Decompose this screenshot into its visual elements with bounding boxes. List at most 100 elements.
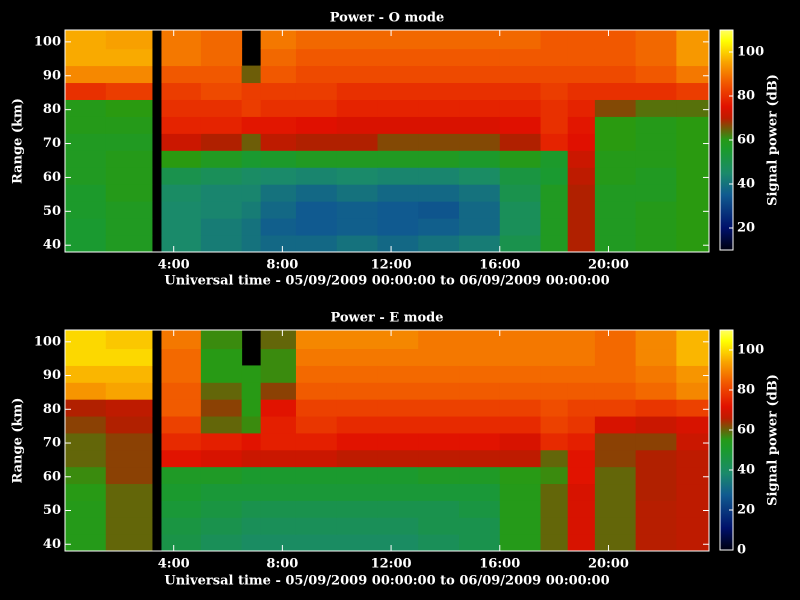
heatmap-cell bbox=[676, 167, 709, 185]
plot-frame bbox=[64, 329, 710, 552]
heatmap-cell bbox=[241, 116, 262, 134]
heatmap-cell bbox=[459, 150, 501, 168]
heatmap-cell bbox=[377, 348, 419, 366]
heatmap-cell bbox=[105, 99, 153, 117]
heatmap-cell bbox=[459, 167, 501, 185]
heatmap-cell bbox=[200, 365, 243, 383]
heatmap-cell bbox=[540, 99, 569, 117]
heatmap-cell bbox=[377, 416, 419, 434]
heatmap-cell bbox=[499, 48, 542, 67]
heatmap-cell bbox=[295, 382, 338, 400]
heatmap-cell bbox=[336, 500, 378, 518]
heatmap-cell bbox=[540, 133, 569, 151]
heatmap-cell bbox=[65, 382, 107, 400]
heatmap-cell bbox=[260, 167, 297, 185]
heatmap-cell bbox=[260, 348, 297, 366]
heatmap-cell bbox=[260, 449, 297, 468]
heatmap-cell bbox=[161, 416, 202, 434]
heatmap-cell bbox=[241, 534, 262, 551]
heatmap-cell bbox=[161, 82, 202, 100]
heatmap-cell bbox=[241, 517, 262, 535]
heatmap-cell bbox=[295, 483, 338, 501]
heatmap-cell bbox=[260, 466, 297, 485]
heatmap-cell bbox=[377, 65, 419, 84]
heatmap-cell bbox=[635, 116, 677, 134]
heatmap-cell bbox=[295, 218, 338, 236]
heatmap-cell bbox=[295, 133, 338, 151]
heatmap-cell bbox=[635, 48, 677, 67]
colorbar-tick-label: 40 bbox=[737, 177, 755, 192]
heatmap-cell bbox=[241, 82, 262, 100]
heatmap-cell bbox=[594, 449, 637, 468]
heatmap-cell bbox=[377, 500, 419, 518]
heatmap-cell bbox=[295, 330, 338, 350]
heatmap-cell bbox=[594, 133, 637, 151]
heatmap-cell bbox=[260, 30, 297, 50]
heatmap-cell bbox=[540, 399, 569, 417]
heatmap-cell bbox=[65, 201, 107, 219]
heatmap-cell bbox=[241, 201, 262, 219]
heatmap-cell bbox=[200, 449, 243, 468]
heatmap-cell bbox=[295, 65, 338, 84]
heatmap-cell bbox=[459, 534, 501, 551]
heatmap-cell bbox=[105, 201, 153, 219]
heatmap-cell bbox=[295, 82, 338, 100]
heatmap-cell bbox=[295, 150, 338, 168]
heatmap-cell bbox=[540, 330, 569, 350]
heatmap-cell bbox=[676, 133, 709, 151]
heatmap-cell bbox=[65, 65, 107, 84]
heatmap-cell bbox=[540, 432, 569, 451]
heatmap-cell bbox=[377, 30, 419, 50]
heatmap-cell bbox=[336, 348, 378, 366]
heatmap-cell bbox=[676, 382, 709, 400]
heatmap-cell bbox=[241, 150, 262, 168]
heatmap-cell bbox=[105, 184, 153, 202]
heatmap-cell bbox=[65, 330, 107, 350]
colorbar-tick-label: 20 bbox=[737, 221, 755, 236]
heatmap-cell bbox=[594, 382, 637, 400]
y-tick-label: 50 bbox=[43, 204, 61, 219]
heatmap-cell bbox=[377, 218, 419, 236]
y-tick-label: 80 bbox=[43, 402, 61, 417]
heatmap-cell bbox=[676, 65, 709, 84]
heatmap-cell bbox=[161, 184, 202, 202]
heatmap-cell bbox=[295, 99, 338, 117]
heatmap-cell bbox=[295, 449, 338, 468]
heatmap-cell bbox=[377, 82, 419, 100]
heatmap-cell bbox=[459, 365, 501, 383]
heatmap-cell bbox=[200, 116, 243, 134]
heatmap-cell bbox=[635, 432, 677, 451]
heatmap-cell bbox=[418, 167, 460, 185]
heatmap-cell bbox=[459, 432, 501, 451]
heatmap-cell bbox=[459, 133, 501, 151]
heatmap-cell bbox=[200, 416, 243, 434]
y-tick-label: 40 bbox=[43, 537, 61, 552]
heatmap-cell bbox=[241, 133, 262, 151]
heatmap-cells bbox=[65, 30, 709, 252]
heatmap-cell bbox=[260, 432, 297, 451]
heatmap-cell bbox=[336, 133, 378, 151]
heatmap-cell bbox=[377, 235, 419, 252]
heatmap-cell bbox=[161, 150, 202, 168]
heatmap-cell bbox=[459, 116, 501, 134]
heatmap-cell bbox=[377, 517, 419, 535]
y-tick-label: 50 bbox=[43, 503, 61, 518]
x-tick-label: 16:00 bbox=[479, 258, 520, 273]
heatmap-cell bbox=[676, 99, 709, 117]
heatmap-cell bbox=[241, 399, 262, 417]
heatmap-cell bbox=[200, 483, 243, 501]
y-tick-label: 90 bbox=[43, 68, 61, 83]
heatmap-cell bbox=[540, 184, 569, 202]
heatmap-cell bbox=[418, 399, 460, 417]
heatmap-cell bbox=[241, 99, 262, 117]
heatmap-cell bbox=[161, 65, 202, 84]
heatmap-cell bbox=[635, 99, 677, 117]
heatmap-cell bbox=[336, 365, 378, 383]
heatmap-cell bbox=[594, 348, 637, 366]
heatmap-cell bbox=[567, 432, 596, 451]
heatmap-cell bbox=[594, 167, 637, 185]
y-tick-label: 100 bbox=[34, 334, 61, 349]
heatmap-cell bbox=[65, 99, 107, 117]
heatmap-cell bbox=[499, 382, 542, 400]
chart-title: Power - O mode bbox=[330, 11, 445, 26]
